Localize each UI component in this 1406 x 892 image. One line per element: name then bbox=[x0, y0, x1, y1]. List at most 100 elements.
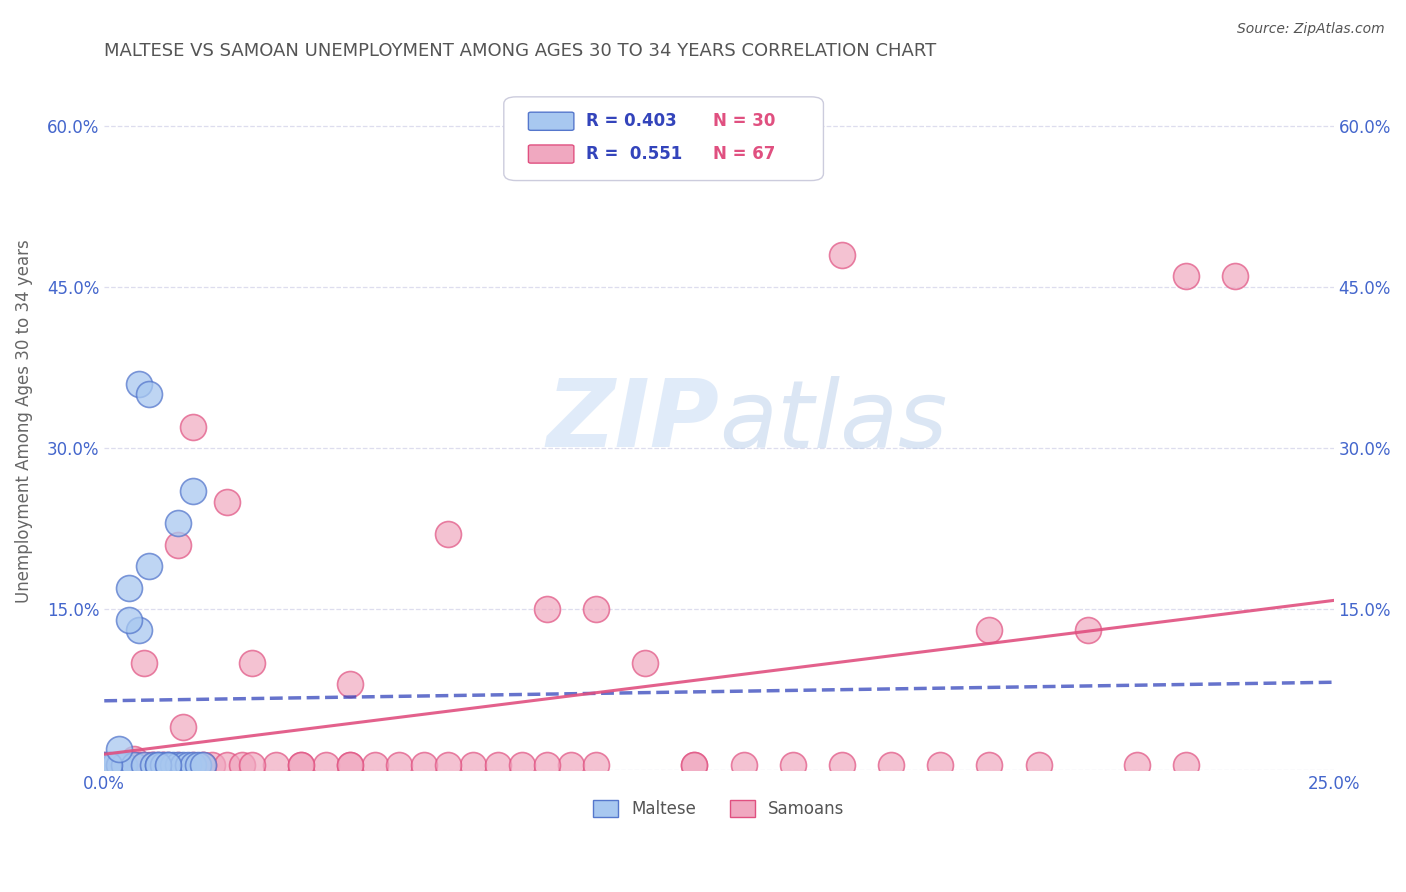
Point bbox=[231, 757, 253, 772]
Text: R =  0.551: R = 0.551 bbox=[586, 145, 682, 163]
FancyBboxPatch shape bbox=[529, 145, 574, 163]
Text: ZIP: ZIP bbox=[546, 376, 718, 467]
Point bbox=[93, 757, 115, 772]
Point bbox=[152, 757, 174, 772]
Point bbox=[979, 757, 1001, 772]
FancyBboxPatch shape bbox=[529, 112, 574, 130]
Point bbox=[108, 757, 131, 772]
Point bbox=[167, 538, 190, 552]
Point bbox=[181, 419, 204, 434]
Point bbox=[181, 483, 204, 498]
Point bbox=[98, 757, 121, 772]
Point bbox=[112, 757, 135, 772]
Point bbox=[1028, 757, 1050, 772]
Point bbox=[142, 757, 165, 772]
Point bbox=[290, 757, 312, 772]
Point bbox=[181, 757, 204, 772]
Point bbox=[536, 757, 558, 772]
Point bbox=[132, 757, 155, 772]
Text: N = 67: N = 67 bbox=[713, 145, 775, 163]
Point bbox=[138, 387, 160, 401]
Point bbox=[536, 602, 558, 616]
Point bbox=[172, 757, 194, 772]
Point bbox=[510, 757, 533, 772]
Point bbox=[388, 757, 411, 772]
Point bbox=[201, 757, 224, 772]
Point bbox=[172, 720, 194, 734]
Point bbox=[683, 757, 706, 772]
Point bbox=[138, 559, 160, 574]
Point bbox=[560, 757, 582, 772]
Point bbox=[98, 757, 121, 772]
Point bbox=[122, 752, 145, 766]
Point bbox=[142, 757, 165, 772]
Point bbox=[177, 757, 200, 772]
Point bbox=[437, 527, 460, 541]
Text: N = 30: N = 30 bbox=[713, 112, 775, 130]
Point bbox=[128, 376, 150, 391]
Point bbox=[152, 757, 174, 772]
Text: MALTESE VS SAMOAN UNEMPLOYMENT AMONG AGES 30 TO 34 YEARS CORRELATION CHART: MALTESE VS SAMOAN UNEMPLOYMENT AMONG AGE… bbox=[104, 42, 936, 60]
Point bbox=[181, 757, 204, 772]
Point bbox=[315, 757, 337, 772]
Point bbox=[412, 757, 434, 772]
Point bbox=[132, 656, 155, 670]
Point bbox=[93, 757, 115, 772]
Point bbox=[1126, 757, 1149, 772]
Point bbox=[148, 757, 170, 772]
Point bbox=[217, 494, 239, 508]
Legend: Maltese, Samoans: Maltese, Samoans bbox=[586, 793, 851, 824]
Text: atlas: atlas bbox=[718, 376, 948, 467]
Text: Source: ZipAtlas.com: Source: ZipAtlas.com bbox=[1237, 22, 1385, 37]
Point bbox=[142, 757, 165, 772]
Point bbox=[880, 757, 903, 772]
Point bbox=[437, 757, 460, 772]
Point bbox=[118, 757, 141, 772]
Point bbox=[191, 757, 214, 772]
Point bbox=[339, 757, 361, 772]
Point bbox=[162, 757, 184, 772]
Point bbox=[683, 757, 706, 772]
Point bbox=[128, 624, 150, 638]
Point bbox=[132, 757, 155, 772]
Point bbox=[979, 624, 1001, 638]
Point bbox=[1175, 757, 1198, 772]
Point bbox=[103, 757, 125, 772]
Point bbox=[128, 757, 150, 772]
Point bbox=[191, 757, 214, 772]
Point bbox=[138, 757, 160, 772]
Point bbox=[634, 656, 657, 670]
Point bbox=[118, 581, 141, 595]
Point bbox=[831, 248, 853, 262]
Point bbox=[585, 757, 607, 772]
Point bbox=[167, 757, 190, 772]
Point bbox=[191, 757, 214, 772]
Point bbox=[290, 757, 312, 772]
Point bbox=[339, 677, 361, 691]
Point bbox=[240, 656, 263, 670]
Point bbox=[122, 757, 145, 772]
Point bbox=[240, 757, 263, 772]
Point bbox=[585, 602, 607, 616]
Y-axis label: Unemployment Among Ages 30 to 34 years: Unemployment Among Ages 30 to 34 years bbox=[15, 239, 32, 603]
Point bbox=[1175, 269, 1198, 284]
Point bbox=[118, 613, 141, 627]
Point bbox=[461, 757, 484, 772]
Point bbox=[831, 757, 853, 772]
Point bbox=[157, 757, 180, 772]
Point bbox=[167, 516, 190, 531]
Point bbox=[929, 757, 952, 772]
Point bbox=[108, 757, 131, 772]
Point bbox=[266, 757, 288, 772]
Point bbox=[148, 757, 170, 772]
Point bbox=[152, 757, 174, 772]
Point bbox=[122, 757, 145, 772]
Point bbox=[1225, 269, 1247, 284]
Point bbox=[339, 757, 361, 772]
Point bbox=[733, 757, 755, 772]
Point bbox=[157, 757, 180, 772]
Point bbox=[112, 757, 135, 772]
FancyBboxPatch shape bbox=[503, 97, 824, 180]
Text: R = 0.403: R = 0.403 bbox=[586, 112, 676, 130]
Point bbox=[217, 757, 239, 772]
